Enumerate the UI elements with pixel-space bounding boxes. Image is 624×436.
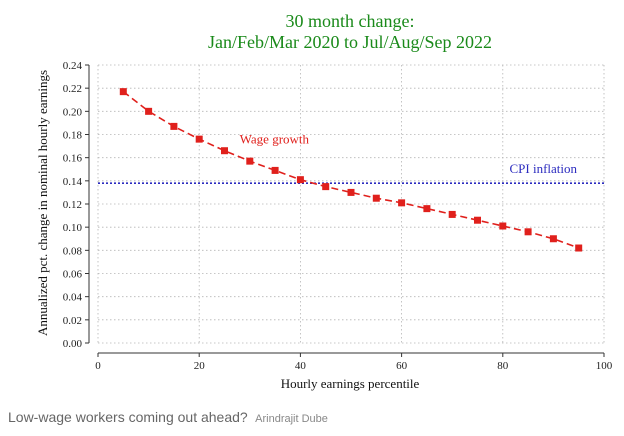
- y-tick-label: 0.06: [63, 269, 83, 281]
- wage-growth-point: [575, 244, 583, 252]
- y-tick-label: 0.10: [63, 222, 83, 234]
- y-tick-label: 0.00: [63, 338, 83, 350]
- x-tick-label: 100: [596, 360, 613, 372]
- y-tick-label: 0.20: [63, 106, 83, 118]
- y-tick-label: 0.22: [63, 83, 82, 95]
- wage-growth-point: [145, 107, 153, 115]
- wage-growth-point: [549, 235, 557, 243]
- y-tick-label: 0.16: [63, 153, 83, 165]
- wage-growth-point: [195, 135, 203, 143]
- series-group: Wage growth: [119, 88, 583, 252]
- y-tick-label: 0.24: [63, 60, 83, 72]
- x-tick-label: 80: [497, 360, 509, 372]
- cpi-inflation-label: CPI inflation: [510, 161, 578, 176]
- wage-growth-point: [423, 205, 431, 213]
- wage-growth-point: [347, 188, 355, 196]
- wage-growth-point: [524, 228, 532, 236]
- chart-title-line-1: 30 month change:: [286, 11, 415, 31]
- wage-growth-point: [221, 147, 228, 155]
- wage-growth-point: [246, 157, 254, 165]
- y-tick-label: 0.18: [63, 130, 83, 142]
- wage-growth-point: [448, 210, 456, 218]
- x-tick-label: 40: [295, 360, 307, 372]
- y-tick-label: 0.04: [63, 292, 83, 304]
- wage-growth-point: [119, 88, 127, 96]
- y-tick-label: 0.12: [63, 199, 82, 211]
- x-tick-label: 20: [194, 360, 206, 372]
- x-tick-label: 60: [396, 360, 408, 372]
- x-tick-label: 0: [95, 360, 101, 372]
- caption-title: Low-wage workers coming out ahead?: [8, 409, 248, 425]
- y-tick-label: 0.02: [63, 315, 82, 327]
- reference-lines: CPI inflation: [98, 161, 604, 184]
- wage-growth-label: Wage growth: [240, 132, 310, 147]
- x-axis-label: Hourly earnings percentile: [281, 376, 420, 391]
- grid: [97, 64, 605, 344]
- wage-growth-point: [170, 122, 178, 130]
- caption: Low-wage workers coming out ahead? Arind…: [8, 409, 328, 427]
- wage-growth-point: [398, 199, 406, 207]
- chart: 30 month change: Jan/Feb/Mar 2020 to Jul…: [35, 11, 613, 391]
- wage-growth-point: [499, 222, 507, 230]
- axes: 0.00 0.02 0.04 0.06 0.08 0.10 0.12 0.14 0.16 0.18…: [63, 60, 613, 372]
- y-axis-label: Annualized pct. change in nominal hourly…: [35, 70, 50, 336]
- wage-growth-point: [271, 166, 279, 174]
- wage-growth-point: [372, 194, 380, 202]
- caption-author: Arindrajit Dube: [255, 413, 328, 425]
- y-tick-label: 0.14: [63, 176, 83, 188]
- y-tick-label: 0.08: [63, 245, 83, 257]
- wage-growth-point: [474, 216, 481, 224]
- chart-title-line-2: Jan/Feb/Mar 2020 to Jul/Aug/Sep 2022: [208, 32, 492, 52]
- wage-growth-point: [322, 183, 330, 191]
- wage-growth-point: [296, 176, 304, 184]
